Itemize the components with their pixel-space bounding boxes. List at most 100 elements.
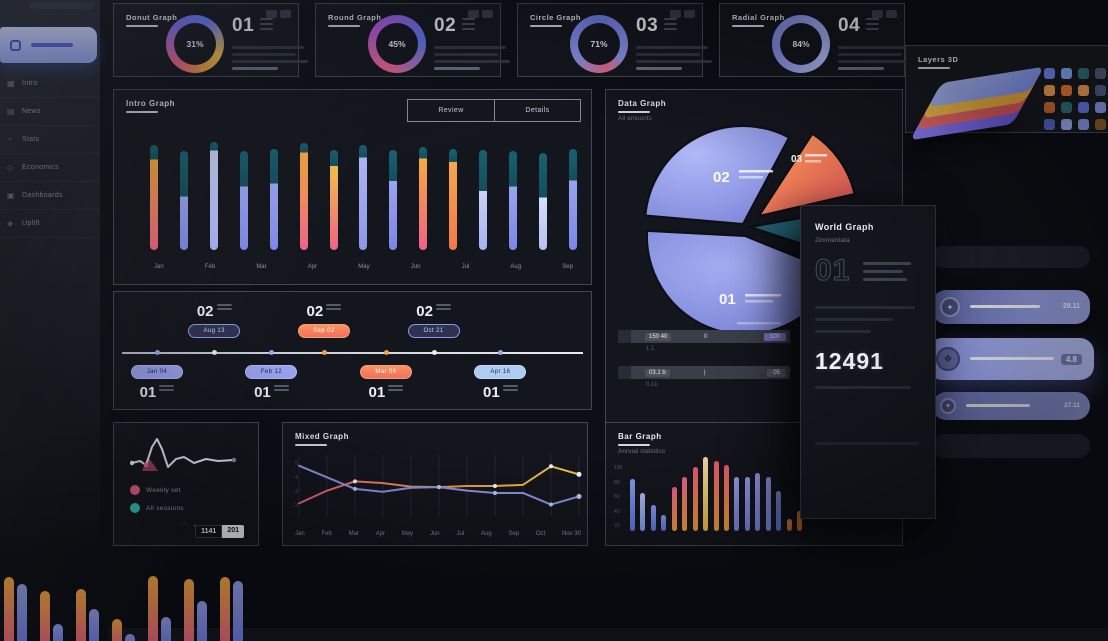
bar-warm (148, 576, 158, 641)
app-tile-icon[interactable] (1061, 119, 1072, 130)
timeline-badge[interactable]: Sep 02 (297, 324, 350, 338)
mini-chip-icon[interactable] (280, 10, 291, 18)
bar (329, 150, 338, 250)
app-tile-icon[interactable] (1078, 85, 1089, 96)
app-tile-icon[interactable] (1044, 85, 1055, 96)
bar-chart-x-labels: Jan Feb Mar Apr May Jun Jul Aug Sep (154, 264, 573, 270)
kpi-value: 03 (636, 15, 659, 36)
bar (479, 150, 488, 250)
slider-caption: 0.1k (646, 382, 658, 388)
sidebar-item-intro[interactable]: ▦ Intro (0, 70, 100, 98)
list-item[interactable]: ✦ 27.11 (932, 392, 1090, 420)
pie-slice-03[interactable]: 03 (756, 132, 856, 218)
timeline-dot (212, 350, 218, 355)
slider-handle[interactable] (618, 330, 631, 343)
timeline-number: 01 (107, 385, 207, 400)
bar-group (220, 577, 243, 641)
bar (209, 142, 218, 250)
slider-mid-label: 0 (704, 333, 708, 340)
timeline-badge[interactable]: Aug 13 (188, 324, 241, 338)
bar (797, 511, 802, 531)
line-chart: 5 4 3 2 (295, 455, 582, 517)
sidebar-item-uplift[interactable]: ◈ Uplift (0, 210, 100, 238)
app-tile-icon[interactable] (1095, 119, 1106, 130)
mini-chip-icon[interactable] (872, 10, 883, 18)
timeline-badge[interactable]: Apr 16 (474, 365, 527, 379)
app-tile-icon[interactable] (1061, 85, 1072, 96)
number-text: 01 (254, 384, 271, 401)
uplift-icon: ◈ (7, 219, 14, 228)
range-slider-2[interactable]: 03.1 b | 05 (618, 366, 790, 379)
mini-chip-icon[interactable] (886, 10, 897, 18)
sidebar-top-chip (30, 2, 94, 9)
kpi-header-icons (266, 10, 291, 18)
list-item-ghost[interactable] (932, 246, 1090, 268)
line (435, 308, 451, 310)
range-slider-1[interactable]: 150 40 0 100 (618, 330, 790, 343)
mini-line (462, 18, 475, 20)
kpi-header-icons (872, 10, 897, 18)
timeline-marker-bottom: Feb 12 01 (221, 360, 321, 400)
pie-slice-02[interactable]: 02 (644, 125, 791, 226)
sidebar-item-dashboards[interactable]: ▣ Dashboards (0, 182, 100, 210)
text-line (838, 46, 910, 49)
x-tick-label: Feb (321, 531, 332, 537)
list-item-ghost[interactable] (932, 434, 1090, 458)
app-tile-icon[interactable] (1078, 119, 1089, 130)
bar (179, 151, 188, 250)
sidebar-item-news[interactable]: ▤ News (0, 98, 100, 126)
sidebar-item-active[interactable] (0, 27, 97, 63)
bar (671, 487, 677, 531)
line-chart-x-labels: Jan Feb Mar Apr May Jun Jul Aug Sep Oct Nov 30 (295, 531, 581, 537)
mini-chip-icon[interactable] (684, 10, 695, 18)
mini-chip-icon[interactable] (468, 10, 479, 18)
bar-warm (4, 577, 14, 641)
timeline-dot (498, 350, 504, 355)
app-tile-icon[interactable] (1095, 85, 1106, 96)
bar-group (148, 576, 171, 641)
mini-line (664, 23, 677, 25)
slider-mid-label: | (704, 369, 706, 376)
world-panel-title: World Graph (815, 222, 874, 232)
review-button[interactable]: Review (438, 107, 464, 114)
mini-line (664, 18, 677, 20)
line (326, 304, 342, 306)
mini-chip-icon[interactable] (482, 10, 493, 18)
app-tile-icon[interactable] (1095, 68, 1106, 79)
timeline-badge[interactable]: Oct 21 (407, 324, 460, 338)
sidebar-item-economics[interactable]: ◇ Economics (0, 154, 100, 182)
app-tile-icon[interactable] (1078, 102, 1089, 113)
timeline-badge[interactable]: Jan 04 (130, 365, 183, 379)
item-value: 29.11 (1062, 303, 1080, 310)
line-chart-title: Mixed Graph (295, 432, 349, 446)
slider-handle[interactable] (618, 366, 631, 379)
list-item-selected[interactable]: ❖ 4.8 (928, 338, 1094, 380)
x-tick-label: Feb (204, 264, 216, 270)
legend-label: Weekly set (146, 486, 181, 494)
bar-cool (53, 624, 63, 641)
number-lines (159, 385, 175, 393)
text-line (636, 67, 682, 70)
sidebar: ▦ Intro ▤ News ◔ Stats ◇ Economics ▣ Dashboards ◈ U… (0, 0, 100, 555)
app-tile-icon[interactable] (1061, 102, 1072, 113)
app-tile-icon[interactable] (1044, 119, 1055, 130)
mini-chip-icon[interactable] (266, 10, 277, 18)
text-line (434, 67, 480, 70)
value-badge[interactable]: 1141 201 (195, 525, 244, 538)
app-tile-icon[interactable] (1078, 68, 1089, 79)
app-tile-icon[interactable] (1095, 102, 1106, 113)
x-tick-label: May (401, 531, 414, 537)
sidebar-item-stats[interactable]: ◔ Stats (0, 126, 100, 154)
app-tile-icon[interactable] (1061, 68, 1072, 79)
timeline-badge[interactable]: Mar 08 (359, 365, 412, 379)
app-tile-icon[interactable] (1044, 102, 1055, 113)
mini-chip-icon[interactable] (670, 10, 681, 18)
app-tile-icon[interactable] (1044, 68, 1055, 79)
legend-item[interactable]: Weekly set (130, 485, 181, 495)
timeline-badge[interactable]: Feb 12 (245, 365, 298, 379)
legend-item[interactable]: All sessions (130, 503, 184, 513)
bar (713, 461, 719, 531)
details-button[interactable]: Details (494, 100, 580, 121)
number-text: 02 (306, 303, 324, 320)
list-item[interactable]: ✦ 29.11 (932, 290, 1090, 324)
